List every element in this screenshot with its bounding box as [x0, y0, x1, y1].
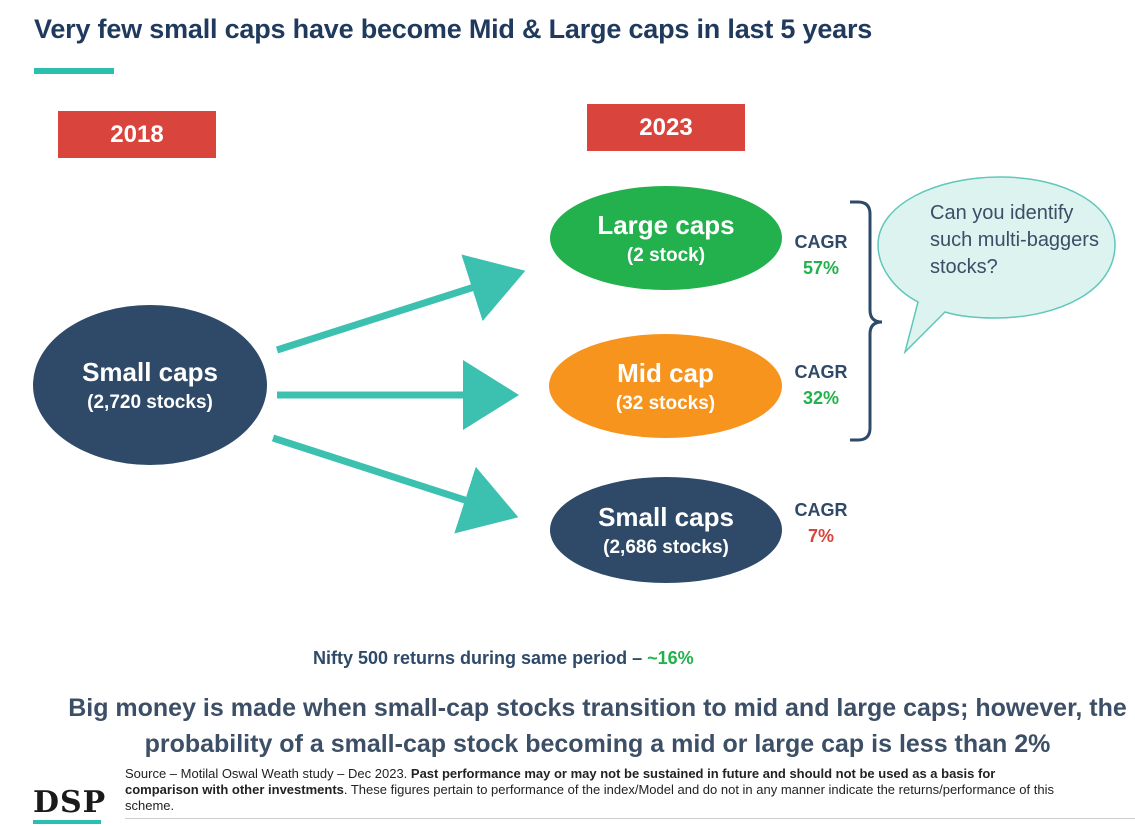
- node-count: (2,720 stocks): [87, 391, 213, 413]
- dsp-logo: DSP: [33, 785, 107, 820]
- source-prefix: Source – Motilal Oswal Weath study – Dec…: [125, 766, 411, 781]
- nifty-returns-note: Nifty 500 returns during same period – ~…: [313, 648, 694, 669]
- node-label: Mid cap: [617, 357, 714, 388]
- page-title: Very few small caps have become Mid & La…: [34, 14, 873, 44]
- node-count: (2,686 stocks): [603, 536, 729, 558]
- mid-cap-node: Mid cap (32 stocks): [549, 334, 782, 438]
- cagr-label: CAGR: [794, 232, 848, 252]
- cagr-value: 32%: [802, 388, 840, 408]
- source-disclaimer: Source – Motilal Oswal Weath study – Dec…: [125, 766, 1060, 814]
- cagr-small-caps: CAGR 7%: [786, 497, 856, 549]
- source-bold: Past performance may or may not be susta…: [125, 766, 996, 797]
- year-label-2023: 2023: [587, 104, 745, 151]
- node-label: Small caps: [82, 356, 218, 387]
- cagr-value: 57%: [802, 258, 840, 278]
- arrow-to-small-caps: [271, 434, 519, 534]
- nifty-value: ~16%: [647, 648, 694, 668]
- cagr-label: CAGR: [794, 500, 848, 520]
- cagr-value: 7%: [807, 526, 834, 546]
- source-suffix: . These figures pertain to performance o…: [125, 782, 1054, 813]
- small-caps-2018-node: Small caps (2,720 stocks): [33, 305, 267, 465]
- key-takeaway: Big money is made when small-cap stocks …: [68, 694, 1127, 758]
- nifty-text: Nifty 500 returns during same period –: [313, 648, 648, 668]
- cagr-mid-cap: CAGR 32%: [786, 359, 856, 411]
- cagr-large-caps: CAGR 57%: [786, 229, 856, 281]
- footer-rule: [125, 818, 1135, 819]
- node-label: Small caps: [598, 501, 734, 532]
- bracket-brace: [850, 200, 883, 442]
- arrow-to-large-caps: [275, 254, 526, 354]
- node-count: (32 stocks): [615, 392, 716, 414]
- callout-text: Can you identify such multi-baggers stoc…: [930, 202, 1099, 278]
- callout-bubble: [877, 176, 1116, 355]
- large-caps-node: Large caps (2 stock): [550, 186, 782, 290]
- year-label-2018: 2018: [58, 111, 216, 158]
- node-count: (2 stock): [626, 244, 706, 266]
- title-underline: [34, 68, 114, 74]
- logo-underline: [33, 820, 101, 824]
- node-label: Large caps: [597, 209, 735, 240]
- cagr-label: CAGR: [794, 362, 848, 382]
- small-caps-2023-node: Small caps (2,686 stocks): [550, 477, 782, 583]
